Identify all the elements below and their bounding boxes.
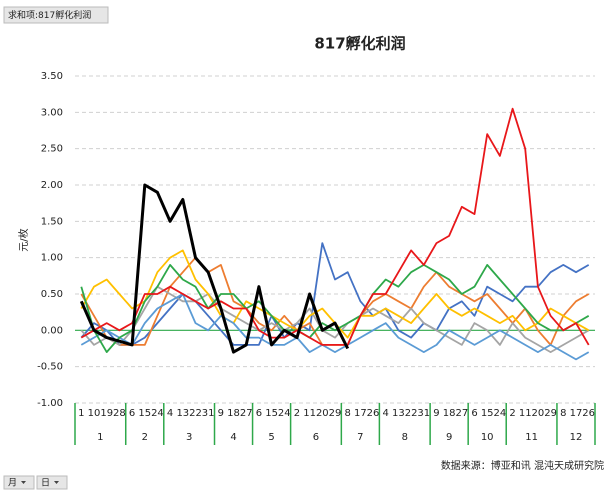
x-tick-label: 29 xyxy=(544,408,557,419)
x-group-label: 2 xyxy=(142,432,148,443)
field-button[interactable] xyxy=(3,6,109,24)
x-tick-label: 11 xyxy=(519,408,532,419)
series-line xyxy=(80,293,590,361)
x-tick-label: 1 xyxy=(78,408,84,419)
x-tick-label: 8 xyxy=(560,408,566,419)
x-tick-label: 27 xyxy=(455,408,468,419)
y-tick-label: 0.00 xyxy=(41,325,63,336)
x-tick-label: 6 xyxy=(471,408,477,419)
x-tick-label: 22 xyxy=(189,408,202,419)
y-tick-label: -1.00 xyxy=(37,398,63,409)
y-tick-label: 1.00 xyxy=(41,253,63,264)
x-tick-label: 13 xyxy=(392,408,405,419)
y-tick-label: -0.50 xyxy=(37,362,63,373)
x-tick-label: 20 xyxy=(532,408,545,419)
x-group-label: 12 xyxy=(570,432,583,443)
x-group-label: 11 xyxy=(525,432,538,443)
x-tick-label: 9 xyxy=(218,408,224,419)
x-tick-label: 24 xyxy=(494,408,507,419)
x-tick-label: 4 xyxy=(383,408,389,419)
x-group-label: 4 xyxy=(230,432,236,443)
x-tick-label: 9 xyxy=(433,408,439,419)
x-tick-label: 17 xyxy=(570,408,583,419)
x-tick-label: 31 xyxy=(202,408,215,419)
filter-button[interactable] xyxy=(3,475,35,490)
filter-label: 日 xyxy=(41,478,50,489)
x-tick-label: 26 xyxy=(582,408,595,419)
x-tick-label: 6 xyxy=(256,408,262,419)
x-tick-label: 2 xyxy=(294,408,300,419)
x-tick-label: 19 xyxy=(100,408,113,419)
y-tick-label: 0.50 xyxy=(41,289,63,300)
x-group-label: 8 xyxy=(402,432,408,443)
y-tick-label: 1.50 xyxy=(41,216,63,227)
y-tick-label: 2.50 xyxy=(41,144,63,155)
series-line xyxy=(80,285,590,353)
filter-button[interactable] xyxy=(36,475,68,490)
x-tick-label: 15 xyxy=(481,408,494,419)
dropdown-arrow xyxy=(54,481,59,484)
y-tick-label: 3.00 xyxy=(41,107,63,118)
y-axis-label: 元/枚 xyxy=(17,228,30,251)
x-group-label: 3 xyxy=(186,432,192,443)
series-line xyxy=(80,264,590,353)
y-tick-label: 2.00 xyxy=(41,180,63,191)
x-tick-label: 29 xyxy=(329,408,342,419)
x-tick-label: 24 xyxy=(151,408,164,419)
x-tick-label: 15 xyxy=(138,408,151,419)
x-tick-label: 8 xyxy=(344,408,350,419)
x-group-label: 1 xyxy=(97,432,103,443)
x-group-label: 6 xyxy=(313,432,319,443)
x-tick-label: 11 xyxy=(303,408,316,419)
x-tick-label: 10 xyxy=(88,408,101,419)
x-group-label: 9 xyxy=(446,432,452,443)
x-tick-label: 17 xyxy=(354,408,367,419)
x-group-label: 10 xyxy=(481,432,494,443)
x-tick-label: 4 xyxy=(167,408,173,419)
dropdown-arrow xyxy=(21,481,26,484)
x-tick-label: 20 xyxy=(316,408,329,419)
x-tick-label: 22 xyxy=(405,408,418,419)
y-tick-label: 3.50 xyxy=(41,71,63,82)
x-tick-label: 6 xyxy=(129,408,135,419)
x-tick-label: 18 xyxy=(227,408,240,419)
x-tick-label: 24 xyxy=(278,408,291,419)
x-tick-label: 13 xyxy=(176,408,189,419)
x-tick-label: 27 xyxy=(240,408,253,419)
source-note: 数据来源：博亚和讯 混沌天成研究院 xyxy=(441,459,604,472)
chart-title: 817孵化利润 xyxy=(314,35,405,53)
x-tick-label: 26 xyxy=(367,408,380,419)
x-tick-label: 2 xyxy=(509,408,515,419)
x-tick-label: 31 xyxy=(417,408,430,419)
series-line xyxy=(80,242,590,346)
x-group-label: 5 xyxy=(268,432,274,443)
x-tick-label: 18 xyxy=(443,408,456,419)
x-tick-label: 28 xyxy=(113,408,126,419)
field-button-label: 求和项:817孵化利润 xyxy=(8,9,91,21)
series-line xyxy=(80,107,590,346)
series-line xyxy=(79,183,350,354)
x-tick-label: 15 xyxy=(265,408,278,419)
x-group-label: 7 xyxy=(357,432,363,443)
filter-label: 月 xyxy=(8,478,17,489)
